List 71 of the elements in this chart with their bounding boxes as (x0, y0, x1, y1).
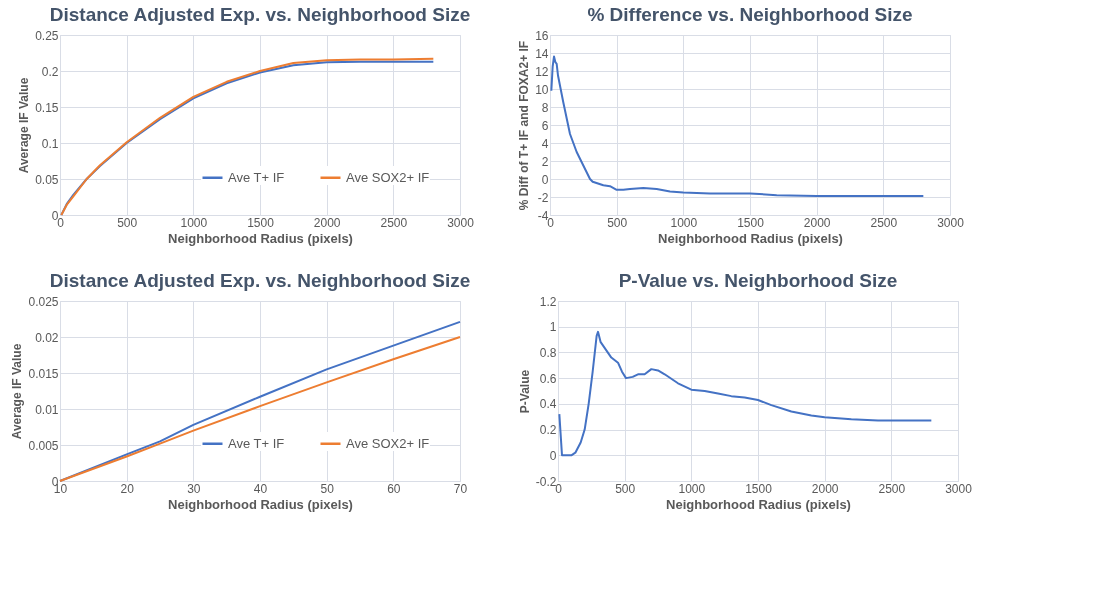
y-tick-label: 0.2 (539, 423, 557, 438)
y-tick-label: -4 (537, 208, 549, 223)
y-tick-label: 0 (549, 448, 557, 463)
y-tick-label: 1 (549, 320, 557, 335)
y-tick-label: 0.15 (35, 100, 59, 115)
x-axis-title: Neighborhood Radius (pixels) (666, 496, 851, 512)
x-tick-label: 1000 (678, 481, 706, 496)
y-axis-title: P-Value (517, 369, 532, 414)
x-tick-label: 70 (453, 481, 468, 496)
x-tick-label: 1000 (180, 215, 208, 230)
y-tick-label: 0.025 (28, 294, 59, 309)
y-tick-label: 0.4 (539, 397, 557, 412)
y-tick-label: 0 (541, 172, 549, 187)
legend-label: Ave T+ IF (228, 435, 285, 451)
x-axis-title: Neighborhood Radius (pixels) (168, 230, 353, 246)
legend-label: Ave SOX2+ IF (346, 435, 430, 451)
y-tick-label: 0.01 (35, 402, 59, 417)
y-tick-label: 0.2 (41, 64, 59, 79)
y-axis-title: Average IF Value (17, 77, 32, 174)
y-tick-label: 0.8 (539, 345, 557, 360)
y-tick-label: 4 (541, 136, 549, 151)
chart-title: % Difference vs. Neighborhood Size (587, 4, 913, 25)
y-tick-label: -0.2 (535, 474, 557, 489)
x-tick-label: 500 (615, 481, 636, 496)
legend-label: Ave SOX2+ IF (346, 169, 430, 185)
chart-title: Distance Adjusted Exp. vs. Neighborhood Size (49, 270, 471, 291)
y-tick-label: 6 (541, 118, 549, 133)
x-tick-label: 1500 (737, 215, 765, 230)
y-tick-label: 0.6 (539, 371, 557, 386)
x-tick-label: 3000 (937, 215, 965, 230)
y-tick-label: -2 (537, 190, 549, 205)
x-tick-label: 2000 (313, 215, 341, 230)
x-tick-label: 3000 (945, 481, 973, 496)
x-tick-label: 2000 (803, 215, 831, 230)
y-tick-label: 0.1 (41, 136, 59, 151)
x-tick-label: 2500 (380, 215, 408, 230)
y-axis-title: Average IF Value (10, 343, 25, 440)
y-tick-label: 12 (535, 64, 549, 79)
y-tick-label: 0.05 (35, 172, 59, 187)
x-axis-title: Neighborhood Radius (pixels) (658, 230, 843, 246)
x-tick-label: 30 (187, 481, 201, 496)
x-axis-title: Neighborhood Radius (pixels) (168, 496, 353, 512)
x-tick-label: 2500 (870, 215, 898, 230)
y-tick-label: 1.2 (539, 294, 557, 309)
x-tick-label: 60 (387, 481, 401, 496)
y-tick-label: 0.005 (28, 438, 59, 453)
chart-title: P-Value vs. Neighborhood Size (618, 270, 898, 291)
line-series (550, 55, 925, 198)
x-tick-label: 500 (607, 215, 628, 230)
x-tick-label: 1500 (745, 481, 773, 496)
x-tick-label: 1000 (670, 215, 698, 230)
chart-title: Distance Adjusted Exp. vs. Neighborhood Size (49, 4, 471, 25)
y-tick-label: 0.015 (28, 366, 59, 381)
y-tick-label: 8 (541, 100, 549, 115)
y-tick-label: 0.02 (35, 330, 59, 345)
x-tick-label: 3000 (447, 215, 475, 230)
x-tick-label: 2000 (811, 481, 839, 496)
x-tick-label: 1500 (247, 215, 275, 230)
x-tick-label: 40 (253, 481, 268, 496)
x-tick-label: 2500 (878, 481, 906, 496)
y-tick-label: 0.25 (35, 28, 59, 43)
x-tick-label: 50 (320, 481, 335, 496)
y-tick-label: 10 (535, 82, 549, 97)
y-tick-label: 14 (535, 46, 549, 61)
x-tick-label: 20 (120, 481, 135, 496)
y-tick-label: 2 (541, 154, 549, 169)
y-tick-label: 16 (535, 28, 549, 43)
legend-label: Ave T+ IF (228, 169, 285, 185)
y-axis-title: % Diff of T+ IF and FOXA2+ IF (517, 40, 532, 211)
x-tick-label: 500 (117, 215, 138, 230)
line-series (558, 330, 933, 457)
